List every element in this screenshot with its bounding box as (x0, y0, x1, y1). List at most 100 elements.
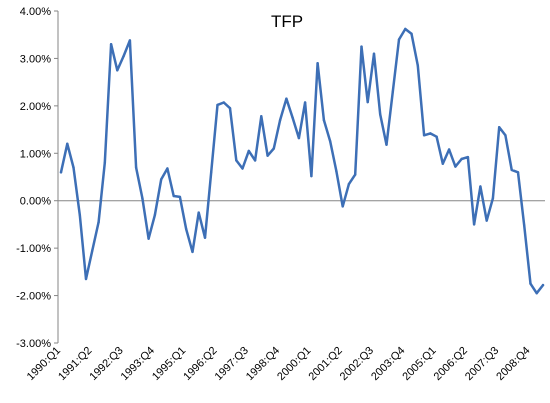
data-point (329, 140, 332, 143)
x-tick-label: 1993:Q4 (119, 345, 157, 383)
data-point (316, 62, 319, 65)
x-tick-label: 1997:Q3 (213, 345, 251, 383)
data-point (116, 69, 119, 72)
data-point (372, 52, 376, 55)
data-point (310, 174, 313, 178)
data-point (435, 135, 438, 138)
data-point (247, 149, 250, 153)
data-point (429, 132, 432, 135)
data-point (341, 205, 344, 208)
data-point (178, 195, 182, 199)
data-point (172, 194, 175, 198)
data-point (385, 143, 388, 146)
x-tick-label: 2003:Q4 (369, 345, 407, 383)
data-point (297, 136, 301, 140)
data-point (185, 228, 188, 231)
x-axis: 1990:Q11991:Q21992:Q31993:Q41995:Q11996:… (25, 200, 545, 383)
data-point (72, 166, 75, 169)
data-point (147, 237, 150, 240)
data-point (109, 43, 113, 46)
data-point (416, 64, 419, 67)
data-point (153, 213, 157, 217)
data-point (203, 236, 207, 239)
data-point (454, 165, 457, 168)
data-point (160, 178, 163, 181)
data-point (66, 142, 69, 145)
data-point (303, 101, 307, 104)
data-point (541, 283, 545, 287)
x-tick-label: 2007:Q3 (463, 345, 501, 383)
data-point (322, 118, 326, 122)
data-point (379, 113, 382, 116)
data-point (166, 167, 169, 170)
data-point (498, 126, 501, 129)
y-tick-label: 3.00% (20, 53, 51, 65)
data-point (197, 211, 200, 214)
data-point (523, 224, 526, 227)
y-tick-label: 4.00% (20, 6, 51, 18)
data-point (422, 134, 426, 137)
y-tick-label: 0.00% (20, 196, 51, 208)
data-point (222, 101, 225, 104)
x-tick-label: 2001:Q2 (306, 345, 344, 383)
data-point (291, 116, 294, 119)
x-tick-label: 1992:Q3 (87, 345, 125, 383)
data-point (410, 32, 413, 35)
data-point (278, 118, 282, 122)
plot-area (59, 27, 545, 295)
data-point (84, 277, 88, 281)
x-tick-label: 1991:Q2 (56, 345, 94, 383)
data-point (360, 45, 363, 48)
data-point (529, 282, 532, 285)
data-point (241, 167, 244, 170)
data-point (210, 171, 213, 174)
data-point (260, 115, 263, 118)
data-point (266, 154, 269, 157)
x-tick-label: 2006:Q2 (432, 345, 470, 383)
x-tick-label: 2000:Q1 (275, 345, 313, 383)
data-point (516, 171, 520, 174)
data-point (103, 161, 107, 164)
y-axis: -3.00% -2.00% -1.00% 0.00% 1.00% 2.00% 3.00% 4.… (16, 6, 59, 350)
data-point (335, 170, 338, 173)
data-point (128, 39, 132, 42)
data-point (78, 213, 82, 217)
x-tick-label: 1996:Q2 (181, 345, 219, 383)
y-tick-label: -3.00% (16, 338, 51, 350)
x-tick-label: 1990:Q1 (25, 345, 63, 383)
data-point (466, 155, 470, 159)
y-tick-label: -2.00% (16, 291, 51, 303)
y-tick-label: -1.00% (16, 243, 51, 255)
data-point (504, 134, 507, 137)
data-point (397, 38, 401, 41)
x-tick-label: 1995:Q1 (150, 345, 188, 383)
x-tick-label: 2002:Q3 (338, 345, 376, 383)
data-point (404, 27, 407, 31)
data-point (141, 197, 144, 200)
data-point (479, 185, 482, 188)
y-tick-label: 1.00% (20, 148, 51, 160)
data-point (447, 148, 451, 151)
data-point (460, 157, 463, 161)
data-point (535, 292, 538, 295)
data-point (91, 249, 94, 252)
data-point (134, 166, 138, 169)
data-point (441, 162, 444, 165)
data-point (472, 223, 476, 226)
series-line (59, 27, 545, 295)
data-point (485, 219, 488, 222)
data-point (235, 159, 238, 162)
data-point (216, 103, 219, 107)
data-point (366, 100, 369, 104)
data-point (285, 97, 288, 100)
data-point (347, 182, 351, 186)
data-point (491, 197, 495, 200)
data-point (510, 168, 513, 172)
data-point (272, 147, 275, 150)
data-point (228, 107, 232, 110)
x-tick-label: 1998:Q4 (244, 345, 282, 383)
x-tick-label: 2008:Q4 (494, 345, 532, 383)
data-point (122, 54, 125, 58)
data-point (59, 171, 63, 174)
data-point (191, 250, 194, 254)
